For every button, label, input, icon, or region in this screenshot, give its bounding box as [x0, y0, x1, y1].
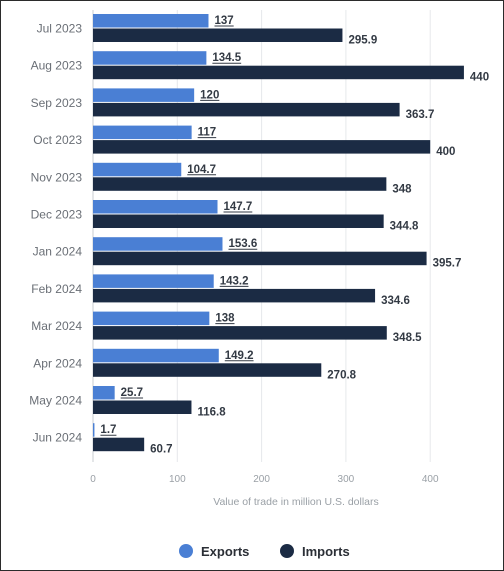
bar-exports — [93, 125, 192, 140]
value-label-exports: 138 — [215, 313, 235, 325]
x-tick-label: 400 — [422, 474, 439, 485]
bar-imports — [93, 251, 427, 266]
value-label-exports: 117 — [198, 127, 217, 139]
category-label: Dec 2023 — [31, 208, 83, 222]
bar-imports — [93, 28, 343, 42]
value-label-exports: 104.7 — [187, 164, 216, 176]
legend-marker — [280, 544, 294, 558]
bar-exports — [93, 311, 210, 326]
category-label: Mar 2024 — [31, 319, 82, 333]
value-label-imports: 400 — [436, 146, 455, 158]
legend-label[interactable]: Exports — [201, 544, 249, 559]
x-tick-label: 100 — [169, 474, 186, 485]
bar-exports — [93, 423, 95, 437]
value-label-imports: 363.7 — [406, 109, 435, 121]
value-label-exports: 25.7 — [121, 387, 143, 399]
legend-marker — [179, 544, 193, 558]
category-label: Jul 2023 — [37, 22, 83, 36]
x-axis-title: Value of trade in million U.S. dollars — [213, 496, 379, 508]
x-tick-label: 300 — [338, 474, 355, 485]
category-label: Oct 2023 — [33, 133, 82, 147]
value-label-imports: 116.8 — [197, 407, 226, 419]
bar-imports — [93, 326, 387, 340]
bar-exports — [93, 51, 207, 65]
bar-exports — [93, 200, 218, 214]
value-label-imports: 295.9 — [348, 35, 377, 47]
value-label-exports: 1.7 — [100, 424, 116, 436]
value-label-exports: 147.7 — [224, 201, 253, 213]
category-label: May 2024 — [29, 394, 82, 408]
value-label-imports: 60.7 — [150, 444, 172, 456]
bar-imports — [93, 363, 322, 377]
category-label: Nov 2023 — [31, 170, 83, 184]
bar-imports — [93, 400, 192, 414]
bar-imports — [93, 214, 384, 228]
value-label-imports: 348 — [392, 183, 412, 195]
bar-imports — [93, 177, 387, 191]
bar-imports — [93, 102, 400, 117]
value-label-imports: 348.5 — [393, 332, 422, 344]
x-tick-labels: 01002003004005 — [90, 474, 439, 485]
value-label-exports: 153.6 — [228, 238, 257, 250]
bar-imports — [93, 288, 376, 303]
category-label: Sep 2023 — [31, 96, 83, 110]
category-labels: Jul 2023 Aug 2023 Sep 2023 Oct 2023 Nov 2023… — [29, 22, 82, 445]
value-label-exports: 120 — [200, 89, 219, 101]
category-label: Apr 2024 — [33, 356, 82, 370]
category-label: Jan 2024 — [33, 245, 83, 259]
bar-exports — [93, 237, 223, 251]
category-label: Aug 2023 — [31, 59, 83, 73]
value-label-imports: 344.8 — [390, 221, 419, 233]
bar-exports — [93, 14, 209, 28]
value-label-exports: 137 — [214, 15, 233, 27]
value-label-imports: 395.7 — [433, 258, 462, 270]
legend-label[interactable]: Imports — [302, 544, 350, 559]
legend: Exports Imports — [179, 544, 350, 559]
bars — [93, 14, 464, 452]
x-tick-label: 200 — [253, 474, 270, 485]
value-label-imports: 334.6 — [381, 295, 410, 307]
bar-exports — [93, 162, 182, 177]
x-tick-label: 0 — [90, 474, 96, 485]
bar-imports — [93, 437, 145, 452]
value-label-exports: 134.5 — [212, 52, 241, 64]
bar-exports — [93, 88, 195, 102]
bar-exports — [93, 386, 115, 400]
category-label: Jun 2024 — [33, 431, 83, 445]
category-label: Feb 2024 — [31, 282, 82, 296]
value-label-exports: 149.2 — [225, 350, 254, 362]
bar-imports — [93, 140, 431, 154]
bar-imports — [93, 65, 464, 80]
value-label-imports: 440 — [470, 72, 489, 84]
value-labels: 137 295.9 134.5 440 120 363.7 117 400 104.7 348 14… — [100, 15, 489, 456]
bar-exports — [93, 274, 214, 288]
value-label-imports: 270.8 — [327, 369, 356, 381]
bar-exports — [93, 348, 219, 363]
value-label-exports: 143.2 — [220, 275, 249, 287]
